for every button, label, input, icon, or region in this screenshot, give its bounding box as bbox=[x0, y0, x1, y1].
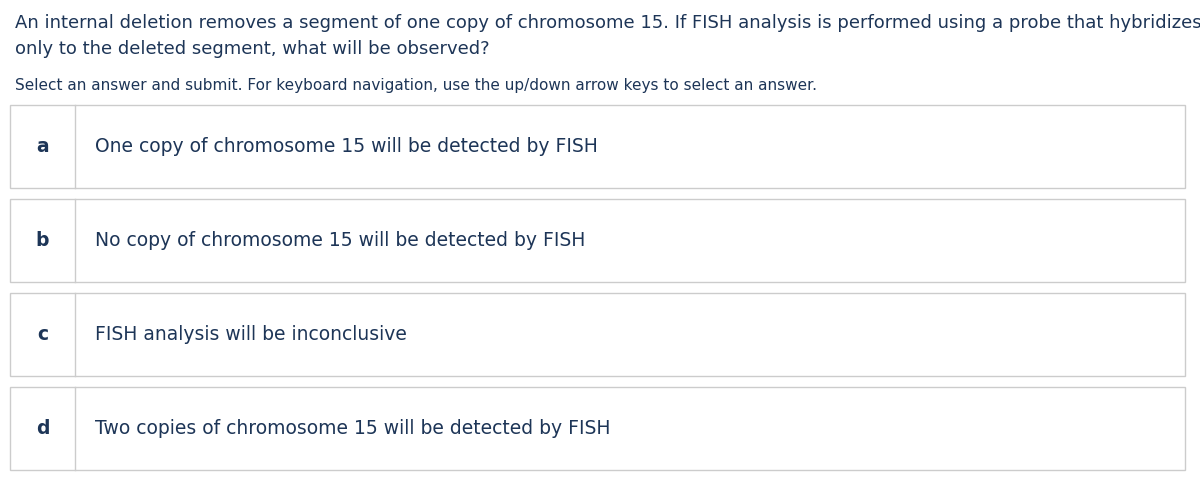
Text: Select an answer and submit. For keyboard navigation, use the up/down arrow keys: Select an answer and submit. For keyboar… bbox=[14, 78, 817, 93]
Text: b: b bbox=[36, 231, 49, 250]
Bar bbox=[10, 387, 1186, 470]
Text: An internal deletion removes a segment of one copy of chromosome 15. If FISH ana: An internal deletion removes a segment o… bbox=[14, 14, 1200, 32]
Text: only to the deleted segment, what will be observed?: only to the deleted segment, what will b… bbox=[14, 40, 490, 58]
Bar bbox=[10, 293, 1186, 376]
Text: Two copies of chromosome 15 will be detected by FISH: Two copies of chromosome 15 will be dete… bbox=[95, 419, 611, 438]
Bar bbox=[10, 105, 1186, 188]
Text: c: c bbox=[37, 325, 48, 344]
Bar bbox=[10, 199, 1186, 282]
Text: No copy of chromosome 15 will be detected by FISH: No copy of chromosome 15 will be detecte… bbox=[95, 231, 586, 250]
Text: FISH analysis will be inconclusive: FISH analysis will be inconclusive bbox=[95, 325, 407, 344]
Text: d: d bbox=[36, 419, 49, 438]
Text: One copy of chromosome 15 will be detected by FISH: One copy of chromosome 15 will be detect… bbox=[95, 137, 598, 156]
Text: a: a bbox=[36, 137, 49, 156]
